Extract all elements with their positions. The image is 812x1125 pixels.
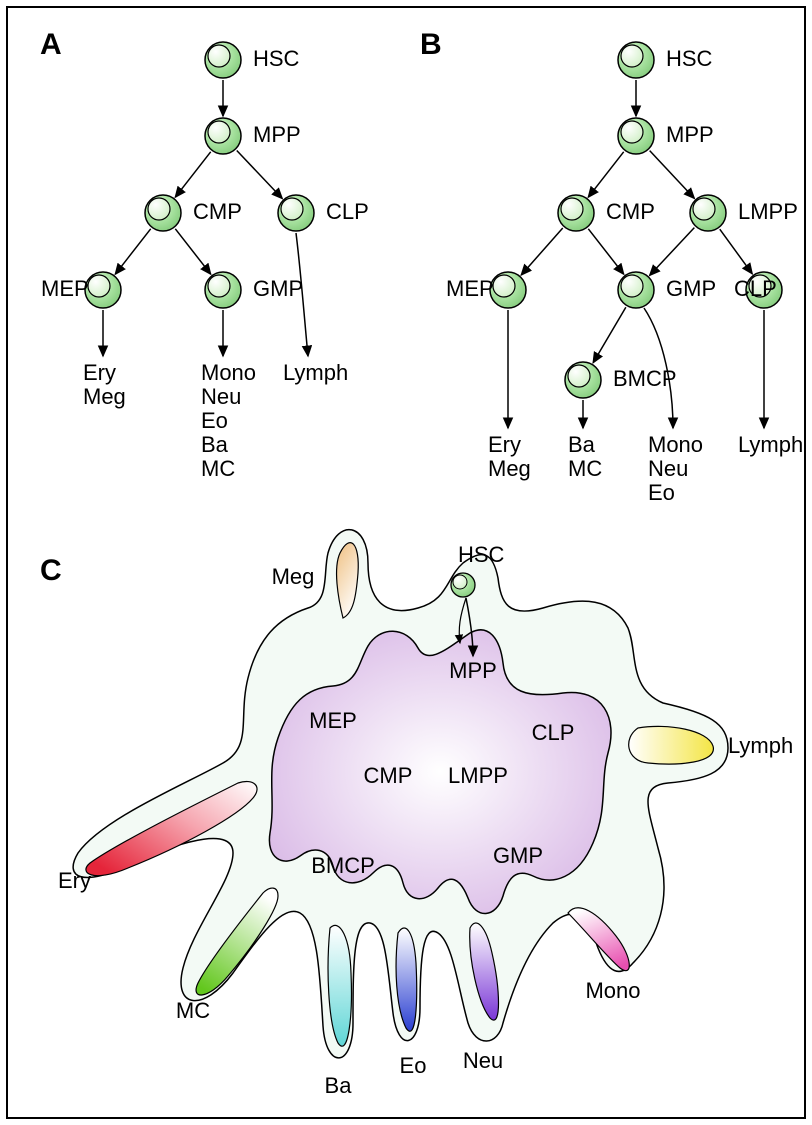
svg-text:GMP: GMP [253, 276, 303, 301]
panel-b-tree: EryMeg BaMC MonoNeuEo Lymph HSC MPP CMP LMPP MEP… [446, 42, 803, 505]
svg-text:CMP: CMP [606, 199, 655, 224]
inner-label-clp: CLP [532, 720, 575, 745]
svg-text:CLP: CLP [326, 199, 369, 224]
svg-text:MPP: MPP [253, 122, 301, 147]
inner-label-bmcp: BMCP [311, 853, 375, 878]
panel-letter-b: B [420, 28, 442, 61]
inner-label-lmpp: LMPP [448, 763, 508, 788]
svg-text:Mono: Mono [201, 360, 256, 385]
outer-label-ba: Ba [325, 1073, 353, 1098]
svg-text:BMCP: BMCP [613, 366, 677, 391]
inner-label-gmp: GMP [493, 843, 543, 868]
svg-text:HSC: HSC [666, 46, 713, 71]
svg-text:Eo: Eo [201, 408, 228, 433]
hsc-label-c: HSC [458, 542, 505, 567]
figure-frame: A B C EryMegMonoNeuEoBaMCLymphHSCMPPCMPC… [6, 6, 806, 1119]
panel-letter-a: A [40, 28, 62, 61]
outer-label-mono: Mono [585, 978, 640, 1003]
inner-label-mep: MEP [309, 708, 357, 733]
svg-text:Neu: Neu [201, 384, 241, 409]
svg-text:MEP: MEP [41, 276, 89, 301]
inner-label-mpp: MPP [449, 658, 497, 683]
svg-text:HSC: HSC [253, 46, 300, 71]
outer-label-lymph: Lymph [728, 733, 793, 758]
svg-text:Meg: Meg [488, 456, 531, 481]
outer-label-meg: Meg [272, 564, 315, 589]
outer-label-neu: Neu [463, 1048, 503, 1073]
svg-text:Neu: Neu [648, 456, 688, 481]
svg-text:Ba: Ba [568, 432, 596, 457]
inner-label-cmp: CMP [364, 763, 413, 788]
svg-text:CMP: CMP [193, 199, 242, 224]
hsc-cell-c [451, 573, 475, 597]
panel-letter-c: C [40, 554, 62, 587]
svg-text:Ba: Ba [201, 432, 229, 457]
svg-text:CLP: CLP [734, 276, 777, 301]
outer-label-ery: Ery [58, 868, 91, 893]
svg-text:MC: MC [568, 456, 602, 481]
svg-text:Eo: Eo [648, 480, 675, 505]
svg-text:Ery: Ery [488, 432, 521, 457]
svg-text:MC: MC [201, 456, 235, 481]
figure-svg: A B C EryMegMonoNeuEoBaMCLymphHSCMPPCMPC… [8, 8, 808, 1121]
panel-c-blob: MPP MEP CLP CMP LMPP BMCP GMP Meg Lymph Ery MC Ba E… [58, 530, 793, 1098]
outer-label-eo: Eo [400, 1053, 427, 1078]
svg-text:Meg: Meg [83, 384, 126, 409]
svg-text:Mono: Mono [648, 432, 703, 457]
svg-text:LMPP: LMPP [738, 199, 798, 224]
svg-text:MPP: MPP [666, 122, 714, 147]
panel-a-tree: EryMeg MonoNeuEoBaMC Lymph HSC MPP CMP CLP MEP G… [41, 42, 369, 481]
svg-text:Lymph: Lymph [738, 432, 803, 457]
svg-text:MEP: MEP [446, 276, 494, 301]
svg-text:Ery: Ery [83, 360, 116, 385]
svg-text:GMP: GMP [666, 276, 716, 301]
outer-label-mc: MC [176, 998, 210, 1023]
svg-text:Lymph: Lymph [283, 360, 348, 385]
